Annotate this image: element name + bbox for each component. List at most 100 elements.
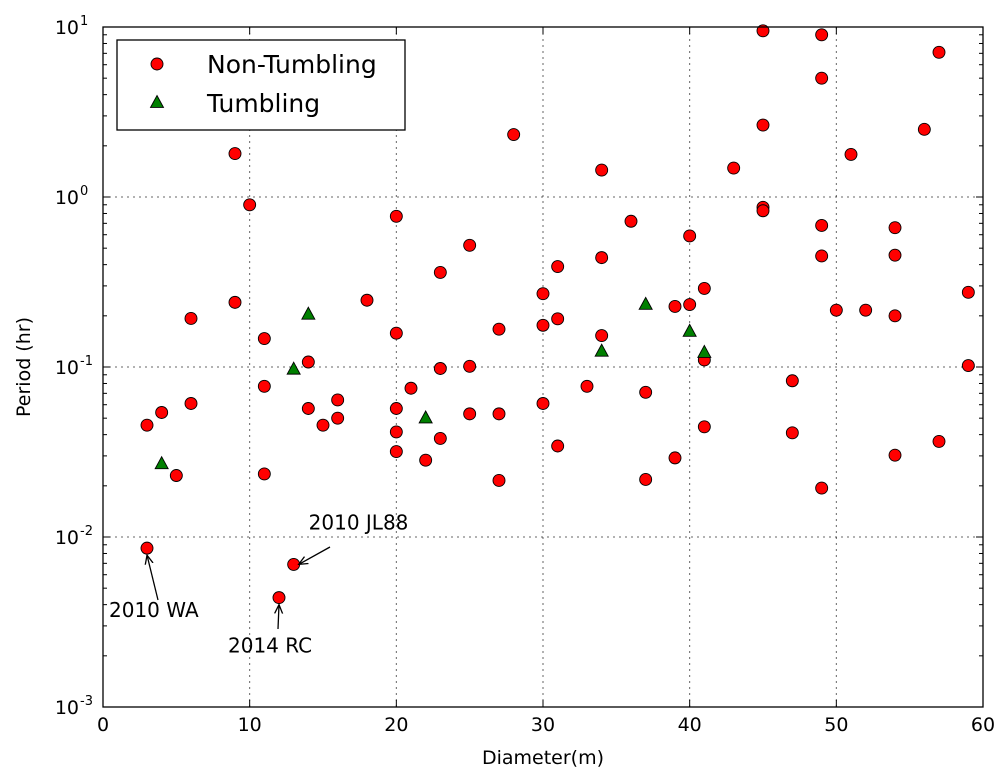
non-tumbling-point [433, 362, 447, 375]
non-tumbling-point [595, 163, 609, 177]
annotation-arrow [299, 546, 331, 564]
y-tick-label: 10 [55, 17, 79, 39]
non-tumbling-point [536, 287, 550, 301]
non-tumbling-point [815, 71, 829, 85]
legend: Non-Tumbling Tumbling [116, 39, 406, 131]
non-tumbling-point [595, 329, 609, 343]
x-tick-label: 40 [678, 714, 702, 736]
y-tick-label: 10 [55, 187, 79, 209]
non-tumbling-point [888, 221, 902, 235]
non-tumbling-point [155, 406, 169, 419]
x-tick-label: 50 [824, 714, 848, 736]
legend-tumbling-marker [149, 94, 165, 108]
x-tick-label: 20 [384, 714, 408, 736]
non-tumbling-point [624, 214, 638, 228]
non-tumbling-point [389, 445, 403, 459]
non-tumbling-point [697, 281, 711, 295]
non-tumbling-point [727, 161, 741, 175]
y-tick-exponent: -3 [80, 694, 93, 709]
y-tick-base: 10 [55, 357, 79, 379]
non-tumbling-point [492, 322, 506, 336]
non-tumbling-point [184, 312, 198, 325]
non-tumbling-point [243, 198, 257, 212]
non-tumbling-point [668, 451, 682, 465]
non-tumbling-point [595, 251, 609, 265]
non-tumbling-point [257, 467, 271, 481]
non-tumbling-point [917, 122, 931, 136]
non-tumbling-point [316, 418, 330, 432]
x-tick-label: 30 [531, 714, 555, 736]
non-tumbling-point [463, 359, 477, 373]
non-tumbling-point [668, 300, 682, 313]
non-tumbling-point [961, 285, 975, 299]
non-tumbling-point [389, 425, 403, 439]
legend-label: Non-Tumbling [207, 50, 377, 79]
non-tumbling-point [859, 303, 873, 317]
non-tumbling-point [639, 385, 653, 399]
non-tumbling-point [683, 298, 697, 311]
non-tumbling-point [140, 418, 154, 432]
non-tumbling-point [287, 557, 301, 571]
annotation-arrow [147, 555, 159, 601]
tumbling-point [682, 323, 697, 337]
non-tumbling-point [888, 248, 902, 262]
non-tumbling-point [844, 147, 858, 161]
non-tumbling-point [580, 379, 594, 393]
y-tick-exponent: -1 [80, 354, 93, 369]
non-tumbling-point [536, 318, 550, 332]
y-axis-label: Period (hr) [13, 317, 35, 417]
non-tumbling-point [301, 402, 315, 415]
data-points [140, 24, 975, 605]
tumbling-point [301, 306, 316, 320]
non-tumbling-point [492, 474, 506, 487]
non-tumbling-point [463, 407, 477, 421]
non-tumbling-point [815, 219, 829, 232]
y-tick-base: 10 [55, 697, 79, 719]
non-tumbling-point [331, 393, 345, 407]
non-tumbling-point [257, 379, 271, 393]
y-tick-base: 10 [55, 187, 79, 209]
x-tick-label: 60 [971, 714, 995, 736]
non-tumbling-point [888, 448, 902, 462]
grid [103, 27, 983, 707]
non-tumbling-point [829, 303, 843, 317]
y-tick-exponent: 1 [80, 14, 88, 29]
y-tick-exponent: -2 [80, 524, 93, 539]
non-tumbling-point [536, 397, 550, 410]
tumbling-point [697, 344, 712, 358]
non-tumbling-point [697, 420, 711, 434]
non-tumbling-point [331, 411, 345, 425]
non-tumbling-point [815, 249, 829, 263]
annotation-label: 2014 RC [228, 634, 312, 658]
non-tumbling-point [257, 332, 271, 346]
non-tumbling-point [419, 453, 433, 467]
legend-non-tumbling-marker [150, 57, 164, 71]
non-tumbling-point [551, 312, 565, 326]
non-tumbling-point [756, 24, 770, 38]
non-tumbling-point [961, 359, 975, 372]
non-tumbling-point [389, 402, 403, 415]
annotations: 2010 WA 2014 RC 2010 JL88 [109, 510, 408, 657]
non-tumbling-point [932, 434, 946, 448]
legend-label: Tumbling [206, 89, 320, 118]
tumbling-point [154, 455, 169, 470]
non-tumbling-point [433, 265, 447, 279]
non-tumbling-point [228, 147, 242, 161]
non-tumbling-point [404, 381, 418, 395]
non-tumbling-point [463, 238, 477, 252]
y-tick-base: 10 [55, 17, 79, 39]
tumbling-point [638, 296, 653, 310]
non-tumbling-point [683, 229, 697, 243]
non-tumbling-point [932, 45, 946, 59]
x-tick-label: 0 [97, 714, 109, 736]
non-tumbling-point [639, 473, 653, 486]
non-tumbling-point [301, 355, 315, 369]
non-tumbling-point [785, 374, 799, 388]
non-tumbling-point [815, 28, 829, 42]
non-tumbling-point [228, 295, 242, 309]
non-tumbling-point [756, 118, 770, 132]
non-tumbling-point [433, 431, 447, 445]
non-tumbling-point [169, 469, 183, 482]
